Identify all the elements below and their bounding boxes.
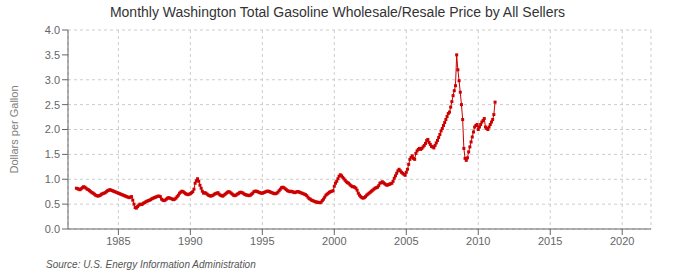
- svg-text:2005: 2005: [394, 235, 418, 247]
- svg-text:Dollars per Gallon: Dollars per Gallon: [8, 85, 20, 173]
- svg-text:1990: 1990: [178, 235, 202, 247]
- svg-text:1.5: 1.5: [45, 148, 60, 160]
- svg-text:2015: 2015: [538, 235, 562, 247]
- svg-text:2.5: 2.5: [45, 99, 60, 111]
- svg-text:2.0: 2.0: [45, 123, 60, 135]
- svg-text:0.5: 0.5: [45, 198, 60, 210]
- svg-text:0.0: 0.0: [45, 223, 60, 235]
- html-text:Source: U.S. Energy Informatio: Source: U.S. Energy Information Administ…: [46, 259, 256, 270]
- svg-text:2000: 2000: [322, 235, 346, 247]
- svg-text:2020: 2020: [610, 235, 634, 247]
- svg-text:4.0: 4.0: [45, 24, 60, 36]
- svg-text:3.0: 3.0: [45, 74, 60, 86]
- svg-text:1995: 1995: [250, 235, 274, 247]
- html-text:Monthly Washington Total Gasol: Monthly Washington Total Gasoline Wholes…: [109, 4, 566, 20]
- svg-text:3.5: 3.5: [45, 49, 60, 61]
- svg-text:1985: 1985: [106, 235, 130, 247]
- svg-text:1.0: 1.0: [45, 173, 60, 185]
- svg-text:2010: 2010: [466, 235, 490, 247]
